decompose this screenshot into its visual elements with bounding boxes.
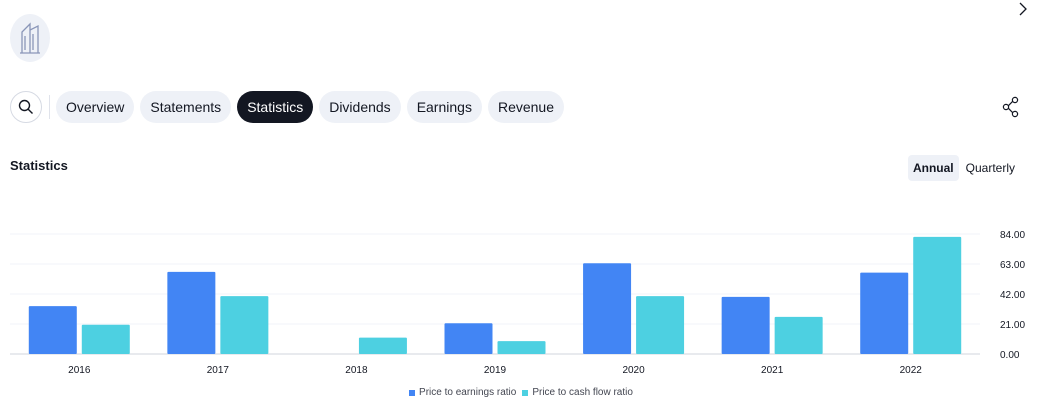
search-icon [18, 99, 33, 114]
y-tick-label: 42.00 [1000, 290, 1025, 301]
x-tick-label: 2020 [622, 365, 645, 376]
x-tick-label: 2016 [68, 365, 91, 376]
bar [444, 323, 493, 354]
divider [49, 95, 50, 119]
chevron-right-icon[interactable] [1016, 0, 1030, 18]
legend-label: Price to earnings ratio [419, 387, 517, 398]
y-tick-label: 21.00 [1000, 320, 1025, 331]
bar [860, 272, 909, 354]
period-annual[interactable]: Annual [907, 155, 959, 181]
search-button[interactable] [10, 91, 42, 123]
x-tick-label: 2021 [761, 365, 784, 376]
legend-swatch-pe [409, 389, 416, 396]
legend-item[interactable]: Price to cash flow ratio [522, 387, 633, 398]
bar [583, 263, 632, 354]
tab-statistics[interactable]: Statistics [237, 91, 314, 123]
tab-overview[interactable]: Overview [56, 91, 135, 123]
x-tick-label: 2018 [345, 365, 368, 376]
x-tick-label: 2017 [207, 365, 230, 376]
tab-bar: Overview Statements Statistics Dividends… [10, 91, 570, 123]
legend-swatch-pcf [522, 389, 529, 396]
tab-dividends[interactable]: Dividends [319, 91, 401, 123]
y-tick-label: 84.00 [1000, 230, 1025, 241]
bar [28, 306, 77, 354]
bar [774, 316, 823, 354]
bar-chart: 84.00 63.00 42.00 21.00 0.00 2016 2017 2018 2019… [10, 230, 1025, 376]
share-icon[interactable] [1002, 96, 1020, 118]
period-switcher: Annual Quarterly [906, 155, 1020, 181]
legend-label: Price to cash flow ratio [532, 387, 633, 398]
chart-legend: Price to earnings ratio Price to cash fl… [0, 387, 1042, 398]
x-tick-label: 2022 [900, 365, 923, 376]
building-icon [20, 22, 40, 54]
tab-earnings[interactable]: Earnings [406, 91, 482, 123]
bar [497, 341, 546, 354]
bar [167, 271, 216, 354]
bar [220, 296, 269, 354]
bar [636, 296, 685, 354]
bar [721, 296, 770, 354]
legend-item[interactable]: Price to earnings ratio [409, 387, 516, 398]
section-title: Statistics [10, 158, 68, 173]
y-tick-label: 0.00 [1000, 350, 1020, 361]
bar [358, 337, 407, 354]
y-tick-label: 63.00 [1000, 260, 1025, 271]
company-logo [10, 14, 50, 62]
period-quarterly[interactable]: Quarterly [965, 161, 1015, 175]
bar [913, 236, 962, 354]
tab-statements[interactable]: Statements [140, 91, 232, 123]
x-tick-label: 2019 [484, 365, 507, 376]
tab-revenue[interactable]: Revenue [487, 91, 564, 123]
bar [81, 324, 130, 354]
